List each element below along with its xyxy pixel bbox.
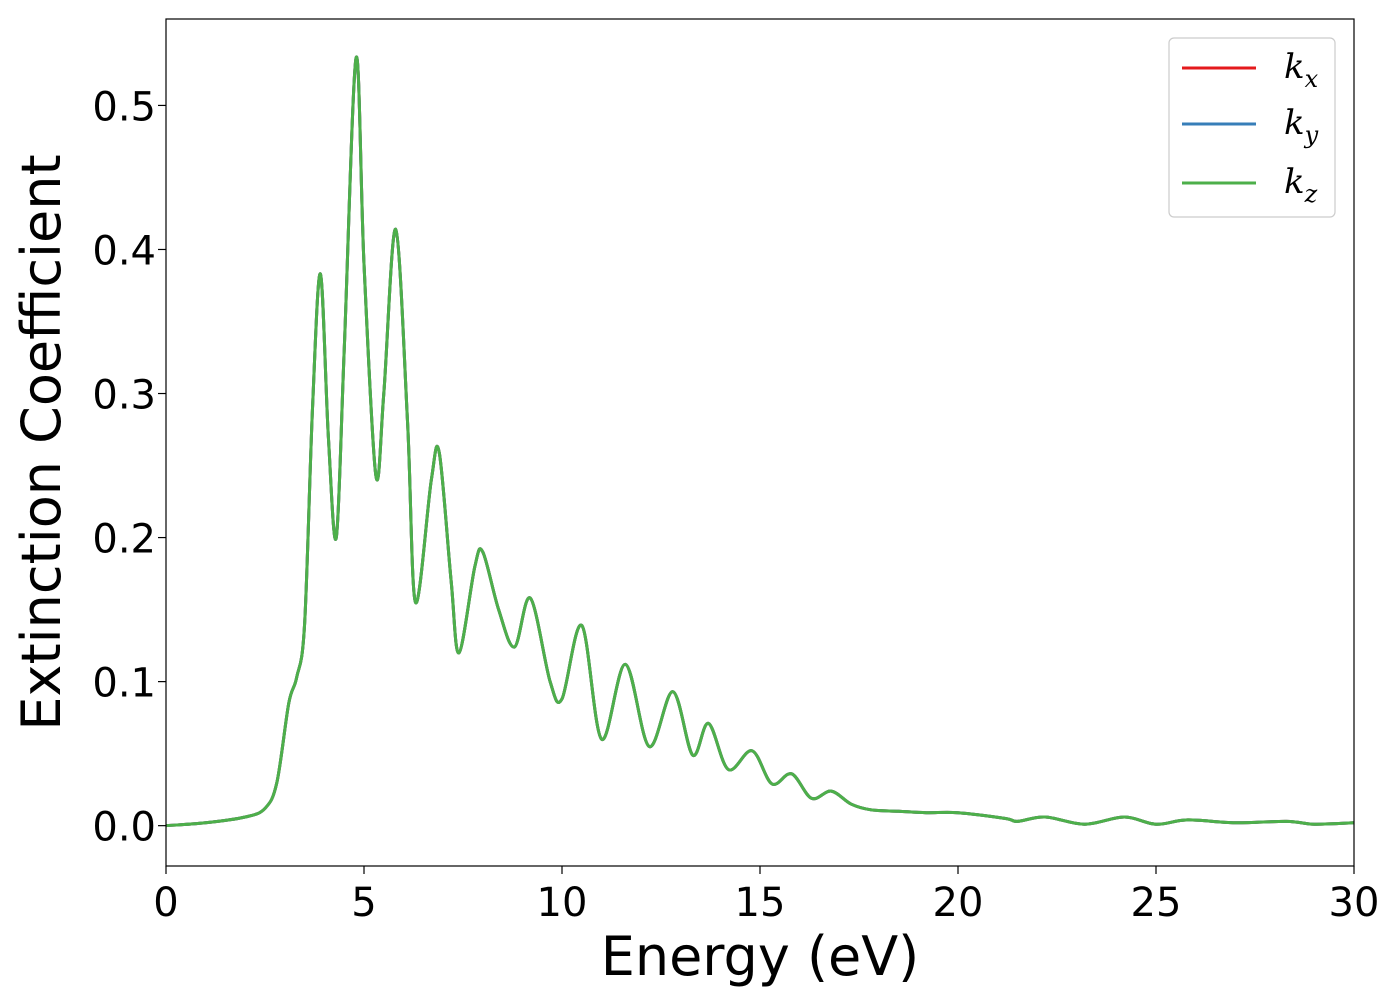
x-tick-label: 15 xyxy=(735,880,786,926)
y-tick-label: 0.4 xyxy=(92,228,156,274)
y-tick-label: 0.1 xyxy=(92,661,156,707)
legend-label: ky xyxy=(1284,103,1319,149)
legend-label: kz xyxy=(1284,162,1318,208)
legend-box xyxy=(1168,37,1336,218)
y-tick-label: 0.3 xyxy=(92,373,156,419)
x-tick-label: 5 xyxy=(351,880,376,926)
x-tick-label: 10 xyxy=(537,880,588,926)
y-tick-label: 0.2 xyxy=(92,517,156,563)
plot-lines xyxy=(165,55,1355,828)
series-line-k-z xyxy=(165,55,1355,828)
x-tick-label: 0 xyxy=(153,880,178,926)
legend: kx ky kz xyxy=(1168,37,1336,218)
y-axis: 0.0 0.1 0.2 0.3 0.4 0.5 xyxy=(92,84,166,851)
y-tick-label: 0.5 xyxy=(92,84,156,130)
x-tick-label: 30 xyxy=(1329,880,1380,926)
legend-label: kx xyxy=(1284,47,1319,93)
y-tick-label: 0.0 xyxy=(92,805,156,851)
x-tick-label: 25 xyxy=(1131,880,1182,926)
x-axis-label: Energy (eV) xyxy=(601,925,920,988)
x-axis: 0 5 10 15 20 25 30 xyxy=(153,866,1379,926)
x-tick-label: 20 xyxy=(933,880,984,926)
y-axis-label: Extinction Coefficient xyxy=(10,154,73,730)
